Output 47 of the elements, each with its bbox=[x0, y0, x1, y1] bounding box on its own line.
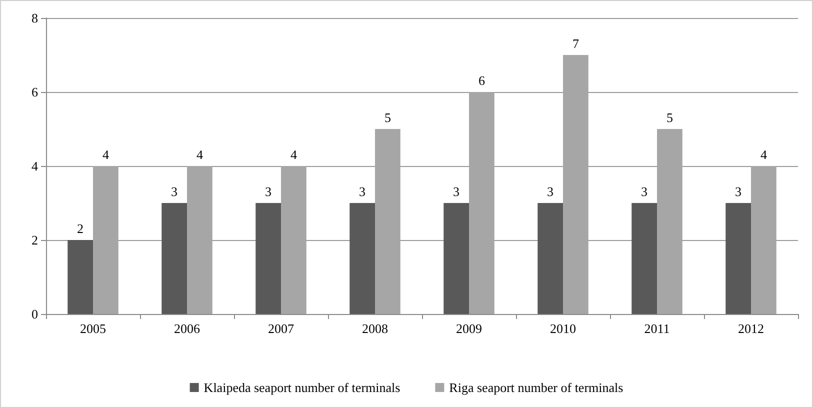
bar bbox=[187, 166, 212, 314]
x-tick-label: 2012 bbox=[738, 321, 764, 336]
bar bbox=[538, 203, 563, 314]
data-label: 4 bbox=[760, 147, 768, 162]
bar bbox=[751, 166, 776, 314]
bar bbox=[632, 203, 657, 314]
x-tick-label: 2006 bbox=[174, 321, 200, 336]
y-tick-label: 6 bbox=[32, 84, 38, 100]
x-tick-label: 2008 bbox=[362, 321, 388, 336]
bar bbox=[657, 129, 682, 314]
bar bbox=[93, 166, 118, 314]
y-tick-label: 8 bbox=[32, 10, 38, 26]
bar bbox=[350, 203, 375, 314]
x-tick-label: 2007 bbox=[268, 321, 294, 336]
x-tick-label: 2005 bbox=[80, 321, 106, 336]
legend-label: Klaipeda seaport number of terminals bbox=[204, 380, 400, 395]
data-label: 3 bbox=[359, 184, 366, 199]
legend-label: Riga seaport number of terminals bbox=[449, 380, 624, 395]
bar bbox=[68, 240, 93, 314]
data-label: 6 bbox=[478, 73, 486, 88]
data-label: 3 bbox=[171, 184, 178, 199]
data-label: 5 bbox=[666, 110, 673, 125]
x-tick-label: 2011 bbox=[644, 321, 670, 336]
data-label: 5 bbox=[384, 110, 391, 125]
data-label: 3 bbox=[453, 184, 460, 199]
bar bbox=[375, 129, 400, 314]
data-label: 3 bbox=[735, 184, 742, 199]
y-tick-label: 4 bbox=[32, 158, 38, 174]
data-label: 3 bbox=[547, 184, 554, 199]
bar bbox=[563, 55, 588, 314]
y-tick-label: 0 bbox=[32, 306, 38, 322]
bar bbox=[281, 166, 306, 314]
data-label: 4 bbox=[196, 147, 204, 162]
data-label: 2 bbox=[77, 221, 84, 236]
data-label: 3 bbox=[265, 184, 272, 199]
x-tick-label: 2010 bbox=[550, 321, 576, 336]
bar bbox=[444, 203, 469, 314]
x-tick-label: 2009 bbox=[456, 321, 482, 336]
data-label: 7 bbox=[572, 36, 580, 51]
y-tick-label: 2 bbox=[32, 232, 38, 248]
bar bbox=[256, 203, 281, 314]
bar bbox=[726, 203, 751, 314]
data-label: 4 bbox=[102, 147, 110, 162]
bar bbox=[162, 203, 187, 314]
data-label: 4 bbox=[290, 147, 298, 162]
bar bbox=[469, 92, 494, 314]
data-label: 3 bbox=[641, 184, 648, 199]
